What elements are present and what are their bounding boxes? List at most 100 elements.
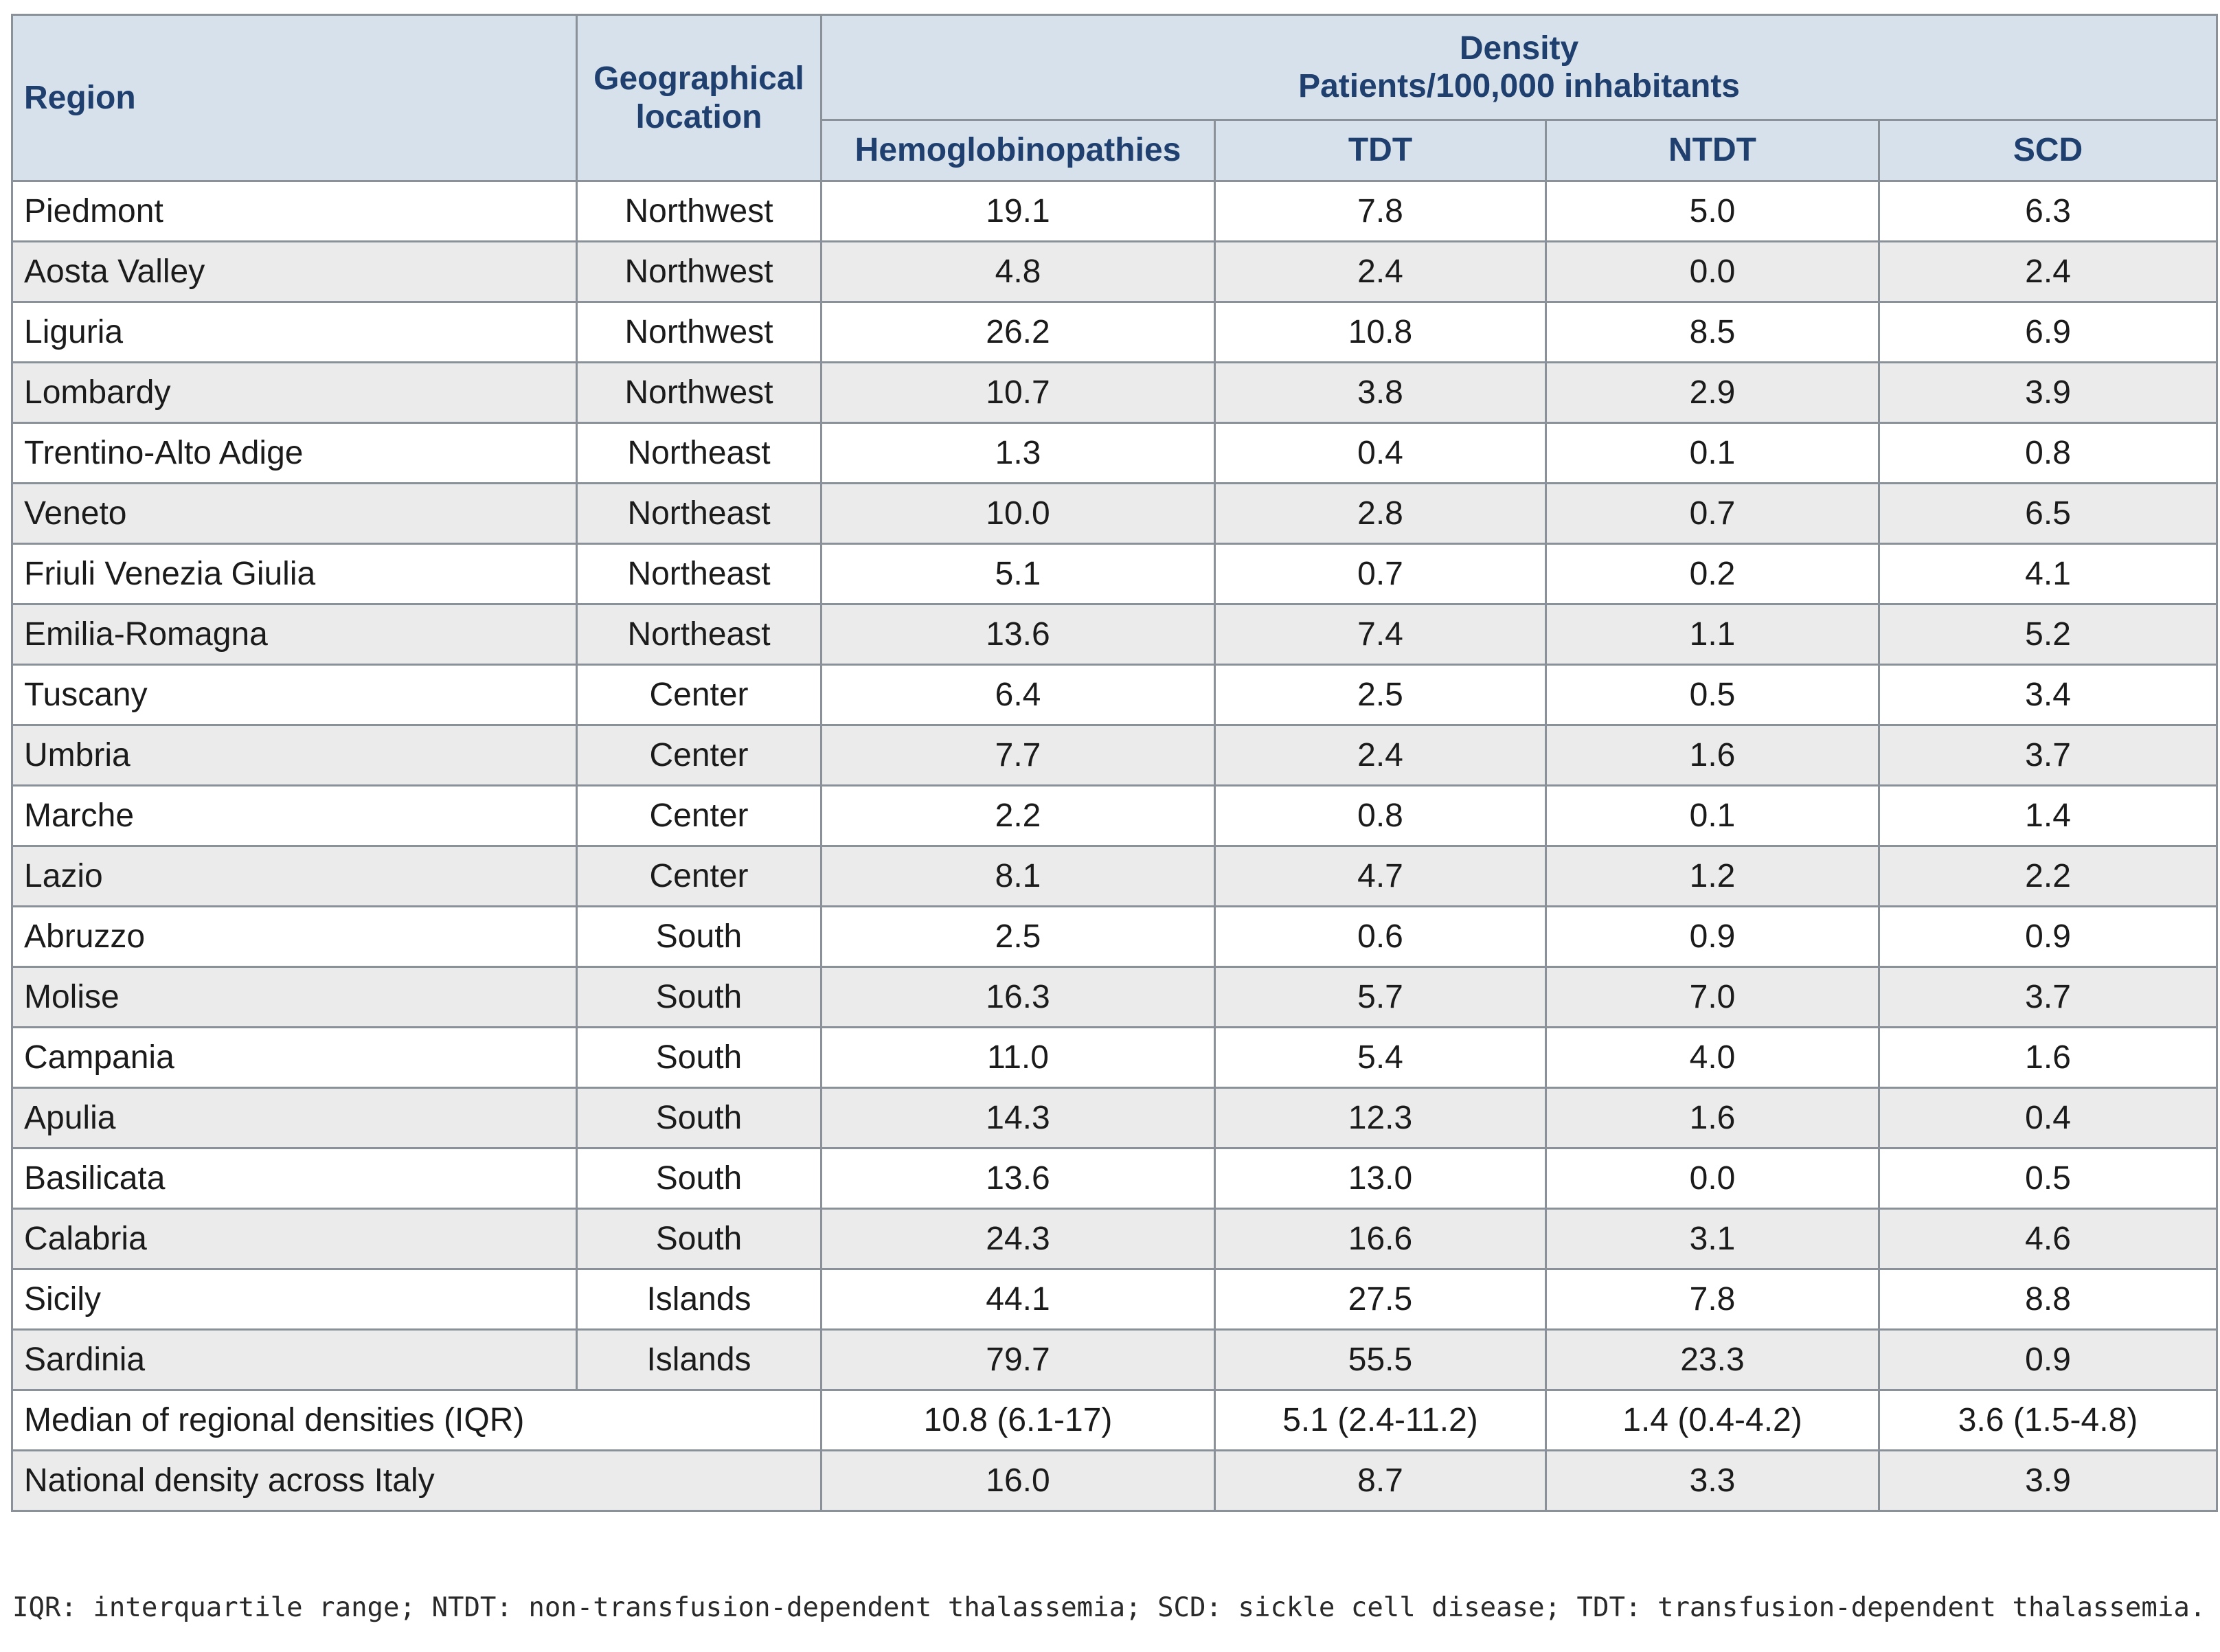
cell-ntdt: 7.8: [1545, 1268, 1880, 1331]
table-row: Apulia South 14.3 12.3 1.6 0.4: [11, 1087, 2219, 1149]
cell-hemoglobinopathies: 2.5: [820, 905, 1216, 968]
cell-tdt: 2.5: [1214, 664, 1547, 726]
cell-hemoglobinopathies: 24.3: [820, 1208, 1216, 1270]
cell-scd: 4.6: [1877, 1208, 2219, 1270]
cell-tdt: 0.6: [1214, 905, 1547, 968]
cell-tdt: 4.7: [1214, 845, 1547, 907]
cell-ntdt: 4.0: [1545, 1026, 1880, 1089]
cell-tdt: 2.8: [1214, 482, 1547, 545]
cell-tdt: 27.5: [1214, 1268, 1547, 1331]
cell-scd: 3.9: [1877, 361, 2219, 424]
cell-geographical-location: Center: [576, 784, 822, 847]
header-ntdt: NTDT: [1545, 119, 1880, 182]
cell-region: Campania: [11, 1026, 578, 1089]
cell-geographical-location: Center: [576, 664, 822, 726]
cell-region: Lazio: [11, 845, 578, 907]
cell-hemoglobinopathies: 4.8: [820, 240, 1216, 303]
cell-scd: 8.8: [1877, 1268, 2219, 1331]
cell-hemoglobinopathies: 8.1: [820, 845, 1216, 907]
median-label: Median of regional densities (IQR): [11, 1389, 822, 1451]
cell-ntdt: 23.3: [1545, 1328, 1880, 1391]
cell-scd: 5.2: [1877, 603, 2219, 666]
cell-hemoglobinopathies: 13.6: [820, 603, 1216, 666]
cell-tdt: 7.8: [1214, 180, 1547, 242]
cell-region: Friuli Venezia Giulia: [11, 543, 578, 605]
cell-geographical-location: Islands: [576, 1328, 822, 1391]
median-row: Median of regional densities (IQR) 10.8 …: [11, 1389, 2219, 1451]
cell-geographical-location: South: [576, 905, 822, 968]
cell-tdt: 10.8: [1214, 301, 1547, 363]
cell-tdt: 7.4: [1214, 603, 1547, 666]
cell-region: Abruzzo: [11, 905, 578, 968]
cell-scd: 0.4: [1877, 1087, 2219, 1149]
cell-region: Tuscany: [11, 664, 578, 726]
cell-geographical-location: Center: [576, 724, 822, 787]
cell-ntdt: 0.1: [1545, 422, 1880, 484]
table-header: Region Geographical location Density Pat…: [11, 14, 2219, 182]
table-row: Calabria South 24.3 16.6 3.1 4.6: [11, 1208, 2219, 1270]
cell-geographical-location: Northeast: [576, 422, 822, 484]
cell-tdt: 12.3: [1214, 1087, 1547, 1149]
cell-scd: 0.9: [1877, 1328, 2219, 1391]
table-footnote: IQR: interquartile range; NTDT: non-tran…: [12, 1592, 2206, 1623]
cell-geographical-location: Northeast: [576, 543, 822, 605]
cell-region: Piedmont: [11, 180, 578, 242]
cell-scd: 2.4: [1877, 240, 2219, 303]
cell-tdt: 2.4: [1214, 240, 1547, 303]
cell-geographical-location: Northwest: [576, 180, 822, 242]
cell-region: Apulia: [11, 1087, 578, 1149]
cell-scd: 3.7: [1877, 724, 2219, 787]
table-row: Sicily Islands 44.1 27.5 7.8 8.8: [11, 1268, 2219, 1331]
table-row: Campania South 11.0 5.4 4.0 1.6: [11, 1026, 2219, 1089]
cell-geographical-location: Center: [576, 845, 822, 907]
table-row: Trentino-Alto Adige Northeast 1.3 0.4 0.1 0.8: [11, 422, 2219, 484]
table-row: Basilicata South 13.6 13.0 0.0 0.5: [11, 1147, 2219, 1210]
cell-region: Veneto: [11, 482, 578, 545]
table-row: Friuli Venezia Giulia Northeast 5.1 0.7 0.2 4…: [11, 543, 2219, 605]
cell-scd: 3.4: [1877, 664, 2219, 726]
cell-hemoglobinopathies: 13.6: [820, 1147, 1216, 1210]
cell-region: Sardinia: [11, 1328, 578, 1391]
cell-geographical-location: Northwest: [576, 361, 822, 424]
header-geographical-location: Geographical location: [576, 14, 822, 182]
cell-scd: 0.9: [1877, 905, 2219, 968]
cell-region: Emilia-Romagna: [11, 603, 578, 666]
national-ntdt: 3.3: [1545, 1449, 1880, 1512]
table-row: Veneto Northeast 10.0 2.8 0.7 6.5: [11, 482, 2219, 545]
national-tdt: 8.7: [1214, 1449, 1547, 1512]
table-body: Piedmont Northwest 19.1 7.8 5.0 6.3 Aosta Vall…: [11, 180, 2219, 1391]
cell-hemoglobinopathies: 6.4: [820, 664, 1216, 726]
cell-scd: 2.2: [1877, 845, 2219, 907]
header-hemoglobinopathies: Hemoglobinopathies: [820, 119, 1216, 182]
table-row: Lazio Center 8.1 4.7 1.2 2.2: [11, 845, 2219, 907]
cell-hemoglobinopathies: 2.2: [820, 784, 1216, 847]
cell-ntdt: 0.9: [1545, 905, 1880, 968]
cell-hemoglobinopathies: 19.1: [820, 180, 1216, 242]
cell-geographical-location: Northwest: [576, 301, 822, 363]
cell-hemoglobinopathies: 79.7: [820, 1328, 1216, 1391]
cell-hemoglobinopathies: 5.1: [820, 543, 1216, 605]
cell-region: Basilicata: [11, 1147, 578, 1210]
density-table-container: Region Geographical location Density Pat…: [11, 14, 2219, 1512]
cell-tdt: 0.4: [1214, 422, 1547, 484]
header-region: Region: [11, 14, 578, 182]
table-row: Umbria Center 7.7 2.4 1.6 3.7: [11, 724, 2219, 787]
cell-geographical-location: Northeast: [576, 482, 822, 545]
cell-region: Umbria: [11, 724, 578, 787]
cell-geographical-location: Islands: [576, 1268, 822, 1331]
table-row: Abruzzo South 2.5 0.6 0.9 0.9: [11, 905, 2219, 968]
cell-geographical-location: South: [576, 1147, 822, 1210]
cell-ntdt: 1.2: [1545, 845, 1880, 907]
cell-scd: 6.9: [1877, 301, 2219, 363]
median-tdt: 5.1 (2.4-11.2): [1214, 1389, 1547, 1451]
national-row: National density across Italy 16.0 8.7 3…: [11, 1449, 2219, 1512]
cell-region: Marche: [11, 784, 578, 847]
cell-tdt: 55.5: [1214, 1328, 1547, 1391]
median-hemoglobinopathies: 10.8 (6.1-17): [820, 1389, 1216, 1451]
header-density-unit: Patients/100,000 inhabitants: [1298, 68, 1740, 104]
cell-ntdt: 8.5: [1545, 301, 1880, 363]
cell-scd: 1.4: [1877, 784, 2219, 847]
header-density: Density Patients/100,000 inhabitants: [819, 14, 2219, 121]
national-scd: 3.9: [1877, 1449, 2219, 1512]
cell-ntdt: 0.0: [1545, 240, 1880, 303]
